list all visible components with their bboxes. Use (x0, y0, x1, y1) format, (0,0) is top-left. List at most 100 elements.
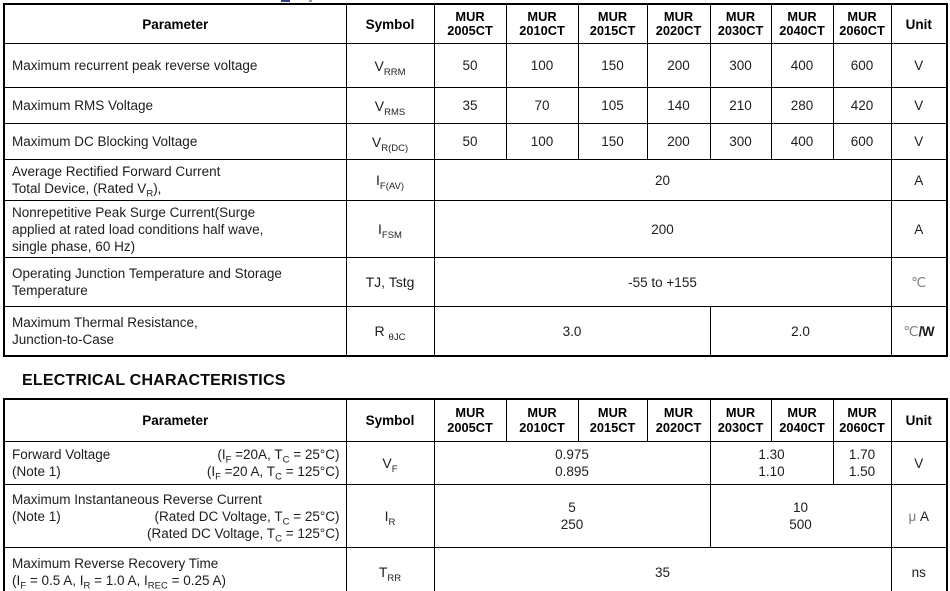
value-cell: 300 (709, 43, 772, 88)
value-cell: 300 (709, 123, 772, 160)
parameter-cell: Maximum RMS Voltage (3, 87, 347, 124)
model-header-cell: MUR 2040CT (770, 398, 834, 442)
parameter-cell: Forward Voltage (IF =20A, TC = 25°C) (Not… (3, 441, 347, 485)
value-cell-span: 20 (433, 159, 892, 201)
value-cell: 420 (832, 87, 892, 124)
table-header-row: Parameter Symbol MUR 2005CT MUR 2010CT MUR… (3, 3, 948, 44)
model-header-cell: MUR 2030CT (709, 3, 772, 44)
value-cell: 100 (505, 123, 579, 160)
cropped-text-remnant (309, 0, 312, 2)
table-row-vrdc: Maximum DC Blocking Voltage VR(DC) 50 10… (3, 123, 948, 160)
parameter-cell: Maximum Thermal Resistance, Junction-to-C… (3, 306, 347, 357)
value-cell-span: 35 (433, 547, 892, 591)
model-header-cell: MUR 2030CT (709, 398, 772, 442)
value-cell: 210 (709, 87, 772, 124)
value-cell-span: -55 to +155 (433, 257, 892, 307)
value-cell-span: 10 500 (709, 484, 892, 548)
model-header-cell: MUR 2010CT (505, 3, 579, 44)
value-cell: 200 (646, 123, 711, 160)
value-cell: 1.70 1.50 (832, 441, 892, 485)
model-header-cell: MUR 2010CT (505, 398, 579, 442)
model-header-cell: MUR 2020CT (646, 398, 711, 442)
param-condition: (Rated DC Voltage, TC = 125°C) (146, 525, 340, 545)
unit-header-cell: Unit (890, 3, 948, 44)
symbol-header-cell: Symbol (345, 398, 435, 442)
unit-cell: V (890, 87, 948, 124)
parameter-cell: Maximum Reverse Recovery Time (IF = 0.5 … (3, 547, 347, 591)
value-cell-span: 5 250 (433, 484, 711, 548)
model-header-cell: MUR 2060CT (832, 398, 892, 442)
symbol-cell: TRR (345, 547, 435, 591)
value-cell: 150 (577, 123, 648, 160)
unit-cell: V (890, 441, 948, 485)
value-cell: 100 (505, 43, 579, 88)
param-condition: (IF =20A, TC = 25°C) (217, 447, 340, 466)
symbol-cell: IR (345, 484, 435, 548)
model-header-cell: MUR 2020CT (646, 3, 711, 44)
symbol-cell: VR(DC) (345, 123, 435, 160)
symbol-cell: VRRM (345, 43, 435, 88)
table-row-rthjc: Maximum Thermal Resistance, Junction-to-C… (3, 306, 948, 357)
value-cell: 200 (646, 43, 711, 88)
table-row-vrrm: Maximum recurrent peak reverse voltage V… (3, 43, 948, 88)
unit-cell: V (890, 123, 948, 160)
value-cell: 600 (832, 43, 892, 88)
param-condition: (Rated DC Voltage, TC = 25°C) (154, 508, 340, 528)
value-cell: 105 (577, 87, 648, 124)
symbol-cell: R θJC (345, 306, 435, 357)
table-row-vf: Forward Voltage (IF =20A, TC = 25°C) (Not… (3, 441, 948, 485)
model-header-cell: MUR 2005CT (433, 3, 507, 44)
unit-cell: ℃ (890, 257, 948, 307)
param-note: (Note 1) (12, 464, 61, 479)
value-cell-span: 3.0 (433, 306, 711, 357)
unit-cell: V (890, 43, 948, 88)
value-cell: 35 (433, 87, 507, 124)
model-header-cell: MUR 2015CT (577, 398, 648, 442)
param-condition: (IF =20 A, TC = 125°C) (206, 464, 340, 483)
value-cell: 150 (577, 43, 648, 88)
table-row-ifav: Average Rectified Forward Current Total D… (3, 159, 948, 201)
parameter-cell: Operating Junction Temperature and Stora… (3, 257, 347, 307)
value-cell: 50 (433, 123, 507, 160)
parameter-cell: Maximum Instantaneous Reverse Current (N… (3, 484, 347, 548)
param-label: Maximum Instantaneous Reverse Current (12, 491, 262, 507)
param-label: Maximum Reverse Recovery Time (12, 556, 219, 571)
value-cell: 140 (646, 87, 711, 124)
value-cell: 600 (832, 123, 892, 160)
value-cell: 50 (433, 43, 507, 88)
parameter-cell: Maximum DC Blocking Voltage (3, 123, 347, 160)
unit-header-cell: Unit (890, 398, 948, 442)
model-header-cell: MUR 2040CT (770, 3, 834, 44)
unit-cell: A (890, 159, 948, 201)
electrical-characteristics-table: Parameter Symbol MUR 2005CT MUR 2010CT MUR… (3, 398, 948, 591)
cropped-text-remnant (281, 0, 290, 2)
symbol-cell: IFSM (345, 200, 435, 258)
maximum-ratings-table: Parameter Symbol MUR 2005CT MUR 2010CT MUR… (3, 3, 948, 357)
unit-cell: μ A (890, 484, 948, 548)
param-condition: (IF = 0.5 A, IR = 1.0 A, IREC = 0.25 A) (12, 573, 227, 591)
model-header-cell: MUR 2015CT (577, 3, 648, 44)
value-cell: 400 (770, 123, 834, 160)
unit-cell: A (890, 200, 948, 258)
parameter-cell: Maximum recurrent peak reverse voltage (3, 43, 347, 88)
symbol-cell: TJ, Tstg (345, 257, 435, 307)
parameter-header-cell: Parameter (3, 3, 347, 44)
unit-cell: ns (890, 547, 948, 591)
table-row-ifsm: Nonrepetitive Peak Surge Current(Surge ap… (3, 200, 948, 258)
param-label: Forward Voltage (12, 447, 111, 462)
symbol-cell: VRMS (345, 87, 435, 124)
parameter-cell: Average Rectified Forward Current Total D… (3, 159, 347, 201)
value-cell-span: 1.30 1.10 (709, 441, 834, 485)
model-header-cell: MUR 2005CT (433, 398, 507, 442)
table-header-row: Parameter Symbol MUR 2005CT MUR 2010CT MUR… (3, 398, 948, 442)
value-cell: 400 (770, 43, 834, 88)
value-cell: 280 (770, 87, 834, 124)
parameter-header-cell: Parameter (3, 398, 347, 442)
value-cell-span: 2.0 (709, 306, 892, 357)
value-cell: 70 (505, 87, 579, 124)
symbol-cell: VF (345, 441, 435, 485)
value-cell-span: 0.975 0.895 (433, 441, 711, 485)
param-note: (Note 1) (12, 508, 61, 524)
symbol-cell: IF(AV) (345, 159, 435, 201)
